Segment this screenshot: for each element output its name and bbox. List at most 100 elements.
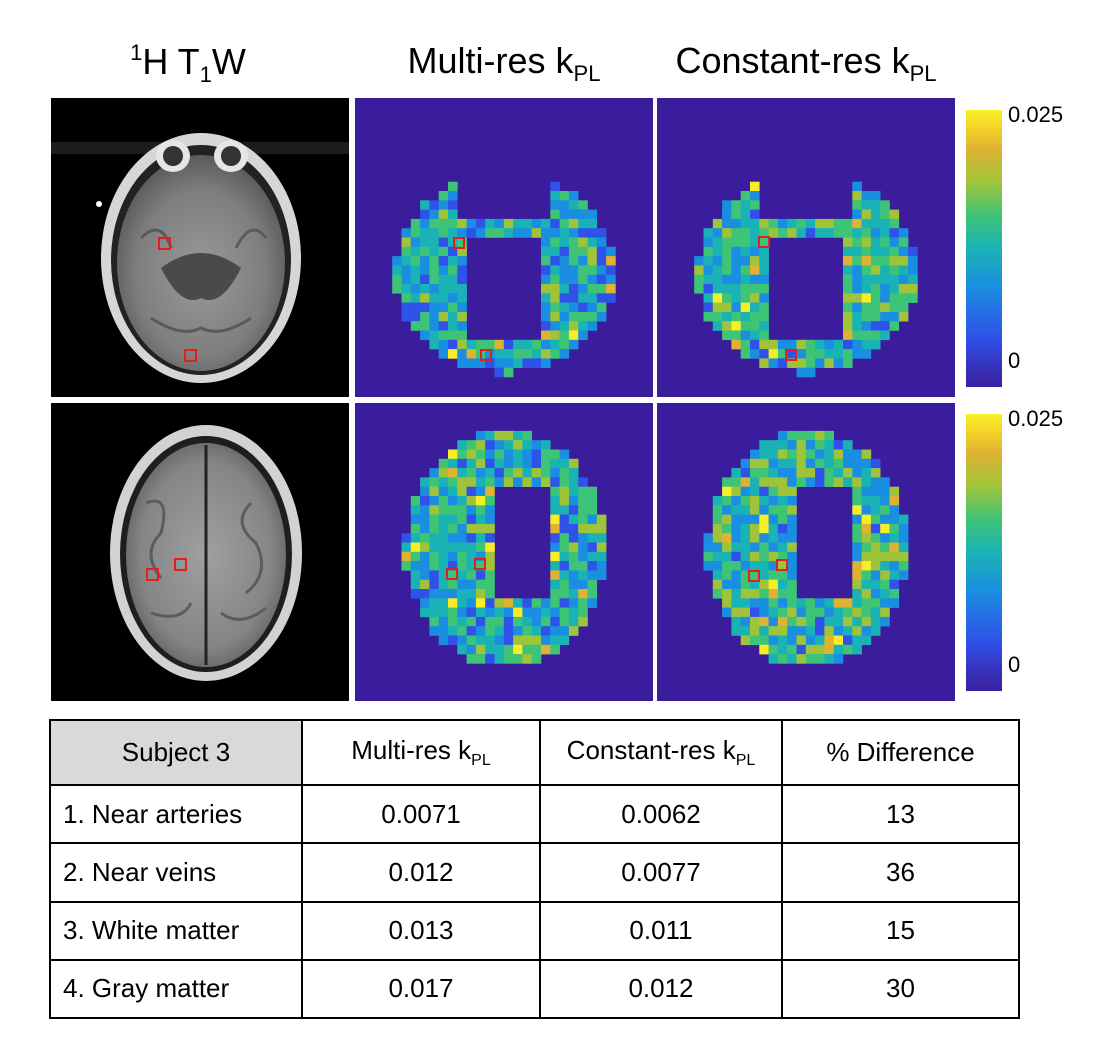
kpl-voxel [740,302,751,313]
kpl-voxel [475,570,486,580]
kpl-voxel [787,579,797,590]
kpl-voxel [861,496,872,506]
kpl-voxel [559,579,570,590]
kpl-voxel [587,237,598,248]
kpl-voxel [796,218,807,229]
kpl-voxel [731,256,741,266]
kpl-voxel [880,598,890,608]
kpl-voxel [824,228,834,238]
kpl-voxel [861,589,872,599]
kpl-voxel [843,311,853,322]
kpl-voxel [852,349,862,359]
kpl-voxel [438,561,449,571]
kpl-voxel [796,626,807,636]
kpl-voxel [550,449,560,460]
kpl-voxel [796,654,807,664]
kpl-voxel [750,523,760,534]
kpl-voxel [587,561,598,571]
kpl-voxel [870,274,881,285]
kpl-voxel [503,228,514,238]
kpl-voxel [703,533,714,543]
kpl-voxel [429,607,439,618]
kpl-voxel [475,523,486,534]
kpl-voxel [429,228,439,238]
kpl-voxel [759,542,769,553]
kpl-voxel [805,607,816,618]
kpl-voxel [852,561,862,571]
kpl-voxel [731,496,741,506]
kpl-voxel [513,654,523,664]
kpl-voxel [722,523,732,534]
kpl-voxel [568,598,579,608]
kpl-voxel [824,468,834,478]
kpl-voxel [759,626,769,636]
kpl-voxel [568,477,579,487]
kpl-voxel [759,284,769,294]
kpl-voxel [550,607,560,618]
kpl-voxel [759,218,769,229]
kpl-voxel [457,496,467,506]
kpl-voxel [768,218,779,229]
kpl-voxel [578,311,588,322]
kpl-voxel [712,496,723,506]
kpl-voxel [815,607,825,618]
kpl-voxel [475,551,486,562]
kpl-voxel [420,237,430,248]
kpl-voxel [870,589,881,599]
kpl-voxel [606,256,616,266]
kpl-voxel [559,477,570,487]
kpl-voxel [852,589,862,599]
kpl-voxel [485,570,495,580]
kpl-voxel [824,358,834,368]
kpl-voxel [750,191,760,201]
kpl-voxel [768,505,779,515]
kpl-voxel [457,293,467,303]
kpl-voxel [712,265,723,275]
kpl-voxel [559,589,570,599]
kpl-voxel [448,468,458,478]
kpl-voxel [448,284,458,294]
kpl-voxel [578,570,588,580]
kpl-voxel [777,607,788,618]
kpl-voxel [880,237,890,248]
kpl-voxel [457,218,467,229]
kpl-voxel [475,468,486,478]
kpl-voxel [438,616,449,627]
kpl-voxel [550,514,560,525]
kpl-voxel [750,181,760,192]
kpl-voxel [559,228,570,238]
kpl-voxel [694,284,704,294]
kpl-voxel [740,293,751,303]
kpl-voxel [550,191,560,201]
kpl-voxel [410,321,421,331]
kpl-voxel [531,218,542,229]
kpl-voxel [861,284,872,294]
kpl-voxel [559,246,570,257]
kpl-voxel [861,237,872,248]
kpl-voxel [429,570,439,580]
kpl-voxel [559,458,570,469]
kpl-voxel [740,274,751,285]
kpl-voxel [750,561,760,571]
kpl-voxel [550,523,560,534]
kpl-voxel [485,228,495,238]
kpl-voxel [852,284,862,294]
kpl-voxel [787,514,797,525]
kpl-voxel [494,218,505,229]
kpl-voxel [438,533,449,543]
kpl-voxel [880,570,890,580]
kpl-voxel [596,256,607,266]
kpl-voxel [587,274,598,285]
kpl-voxel [438,523,449,534]
colorbar-row2 [966,414,1002,691]
kpl-voxel [880,209,890,220]
kpl-voxel [578,228,588,238]
kpl-voxel [722,200,732,210]
kpl-voxel [833,616,844,627]
roi-box [146,568,159,581]
kpl-voxel [568,200,579,210]
kpl-voxel [485,607,495,618]
kpl-voxel [861,570,872,580]
kpl-voxel [475,440,486,450]
kpl-voxel [438,626,449,636]
